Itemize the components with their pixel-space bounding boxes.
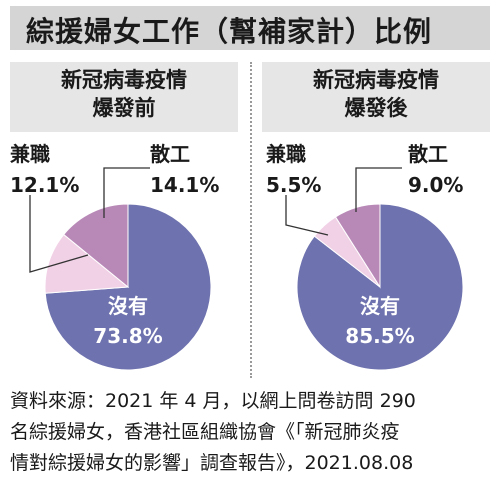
panel-title-line: 爆發前 xyxy=(92,96,156,120)
leader-line xyxy=(355,167,402,212)
panel-title-line: 爆發後 xyxy=(344,96,408,120)
slice-value-label: 9.0% xyxy=(408,173,463,197)
slice-label: 散工 xyxy=(150,142,190,166)
slice-label: 兼職 xyxy=(10,142,50,166)
panel-title-line: 新冠病毒疫情 xyxy=(61,68,187,92)
slice-label: 散工 xyxy=(408,142,448,166)
pie-slice xyxy=(334,203,381,289)
source-note: 資料來源：2021 年 4 月，以網上問卷訪問 290 名綜援婦女，香港社區組織… xyxy=(10,386,492,479)
leader-line xyxy=(285,195,329,236)
title-bar: 綜援婦女工作（幫補家計）比例 xyxy=(10,6,490,50)
panel-header-before: 新冠病毒疫情 爆發前 xyxy=(10,62,238,132)
leader-line xyxy=(103,167,150,218)
slice-label: 沒有 xyxy=(108,294,148,318)
source-line: 資料來源：2021 年 4 月，以網上問卷訪問 290 xyxy=(10,390,416,412)
slice-label: 兼職 xyxy=(266,142,306,166)
pie-slice xyxy=(44,233,130,294)
panel-header-after: 新冠病毒疫情 爆發後 xyxy=(262,62,490,132)
source-line: 情對綜援婦女的影響」調查報告》，2021.08.08 xyxy=(10,452,414,474)
source-line: 名綜援婦女，香港社區組織協會《「新冠肺炎疫 xyxy=(10,421,400,443)
leader-line xyxy=(29,195,89,273)
slice-label: 沒有 xyxy=(360,294,400,318)
chart-title: 綜援婦女工作（幫補家計）比例 xyxy=(26,15,433,48)
slice-value-label: 5.5% xyxy=(266,173,321,197)
panel-divider xyxy=(250,62,252,378)
slice-value-label: 12.1% xyxy=(10,173,79,197)
panel-title-line: 新冠病毒疫情 xyxy=(313,68,439,92)
slice-value-label: 14.1% xyxy=(150,173,219,197)
slice-value-label: 85.5% xyxy=(345,324,414,348)
pie-slice xyxy=(63,203,129,289)
slice-value-label: 73.8% xyxy=(93,324,162,348)
